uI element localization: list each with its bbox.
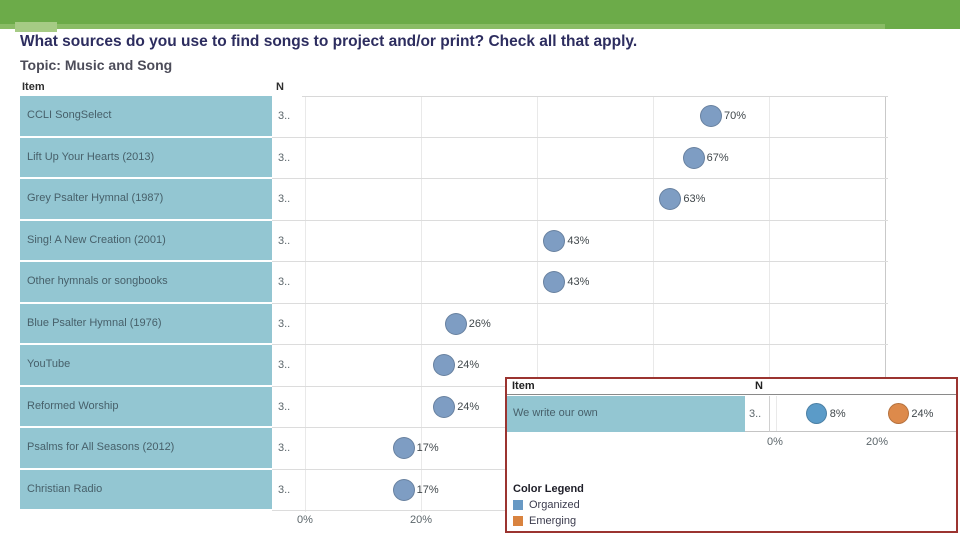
x-axis-tick-20: 20% [865,436,889,448]
item-cell: Psalms for All Seasons (2012) [20,428,272,470]
circle-mark [543,229,566,252]
circle-mark [887,403,909,424]
circle-mark [806,403,828,424]
gridline-100pct [885,97,886,512]
x-axis-tick-0: 0% [297,514,313,526]
legend-label: Emerging [529,515,577,527]
table-row: We write our own 3.. 8% 24% [507,396,956,432]
table-row: YouTube 3.. 24% [20,345,888,387]
plot-cell: 67% [302,138,888,179]
x-axis-tick-20: 20% [409,514,433,526]
n-cell: 3.. [272,428,302,470]
item-cell: YouTube [20,345,272,387]
plot-cell: 43% [302,262,888,304]
plot-cell: 63% [302,179,888,221]
item-cell: Lift Up Your Hearts (2013) [20,137,272,179]
n-column-header: N [755,380,763,392]
chart-rows: CCLI SongSelect 3.. 70% Lift Up Your Hea… [20,96,888,511]
n-cell: 3.. [745,396,769,432]
x-axis-tick-0: 0% [767,436,783,448]
callout-panel: Item N We write our own 3.. 8% 24% 0% 20… [505,377,958,533]
item-cell: We write our own [507,396,745,432]
n-cell: 3.. [272,470,302,511]
table-row: Blue Psalter Hymnal (1976) 3.. 26% [20,303,888,345]
data-label: 24% [457,400,480,413]
n-cell: 3.. [272,262,302,304]
table-row: Christian Radio 3.. 17% [20,469,888,511]
item-cell: CCLI SongSelect [20,96,272,138]
circle-mark [433,354,456,377]
item-column-header: Item [512,380,535,392]
data-label: 24% [457,359,480,372]
circle-mark [392,437,415,460]
table-row: Other hymnals or songbooks 3.. 43% [20,262,888,304]
legend-label: Organized [529,499,580,511]
table-row: CCLI SongSelect 3.. 70% [20,96,888,138]
item-cell: Reformed Worship [20,386,272,428]
data-label: 70% [724,110,747,123]
slide-topic: Topic: Music and Song [20,57,173,73]
legend-item-emerging: Emerging [513,515,576,527]
slide-banner-strip [0,24,885,29]
gridline-80pct [769,97,770,512]
n-column-header: N [276,81,284,93]
item-cell: Blue Psalter Hymnal (1976) [20,303,272,345]
circle-mark [543,271,566,294]
n-cell: 3.. [272,304,302,345]
data-label: 24% [911,407,934,420]
table-row: Reformed Worship 3.. 24% [20,386,888,428]
item-cell: Christian Radio [20,469,272,511]
n-cell: 3.. [272,345,302,387]
plot-cell: 70% [302,96,888,138]
legend-item-organized: Organized [513,499,580,511]
circle-mark [700,105,722,128]
table-row: Sing! A New Creation (2001) 3.. 43% [20,220,888,262]
gridline-40pct [537,97,538,512]
item-column-header: Item [22,81,45,93]
data-label: 63% [683,193,706,206]
item-cell: Sing! A New Creation (2001) [20,220,272,262]
color-legend-title: Color Legend [513,483,584,495]
gridline-0pct [776,396,777,431]
data-label: 26% [468,317,491,330]
gridline-0pct [305,97,306,512]
gridline-60pct [653,97,654,512]
gridline-20pct [421,97,422,512]
slide-title: What sources do you use to find songs to… [20,33,638,50]
table-row: Lift Up Your Hearts (2013) 3.. 67% [20,137,888,179]
circle-mark [659,188,682,211]
circle-mark [444,312,467,335]
data-label: 17% [416,483,439,496]
legend-swatch-blue [513,500,523,510]
plot-cell: 26% [302,304,888,345]
main-chart: CCLI SongSelect 3.. 70% Lift Up Your Hea… [20,96,888,512]
data-label: 43% [567,234,590,247]
data-label: 43% [567,276,590,289]
n-cell: 3.. [272,179,302,221]
n-cell: 3.. [272,96,302,138]
n-cell: 3.. [272,138,302,179]
item-cell: Grey Psalter Hymnal (1987) [20,179,272,221]
circle-mark [433,395,456,418]
item-cell: Other hymnals or songbooks [20,262,272,304]
plot-grid [302,96,888,512]
table-row: Grey Psalter Hymnal (1987) 3.. 63% [20,179,888,221]
n-cell: 3.. [272,221,302,262]
n-cell: 3.. [272,387,302,428]
data-label: 17% [416,442,439,455]
data-label: 8% [829,407,846,420]
callout-header: Item N [507,379,956,395]
slide-banner-notch [15,22,57,32]
plot-cell: 43% [302,221,888,262]
circle-mark [392,478,415,501]
data-label: 67% [706,151,729,164]
plot-cell: 8% 24% [769,396,956,432]
legend-swatch-orange [513,516,523,526]
circle-mark [682,146,705,169]
